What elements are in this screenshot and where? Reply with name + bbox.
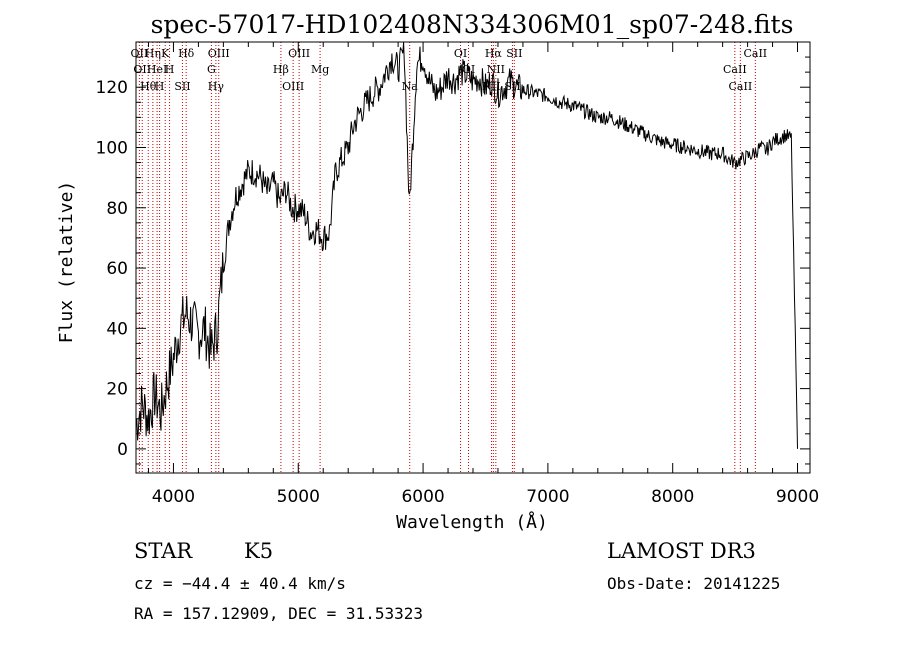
line-marker-label: H xyxy=(155,80,165,93)
line-marker-label: OI xyxy=(454,47,467,60)
observation-date: Obs-Date: 20141225 xyxy=(607,574,781,593)
line-marker-label: HeI xyxy=(147,63,167,76)
line-marker-label: Hη xyxy=(145,47,161,60)
line-marker-label: G xyxy=(207,63,216,76)
line-marker-label: OIII xyxy=(208,47,230,60)
y-tick-label: 120 xyxy=(96,78,128,98)
y-axis-ticks: 0 20 40 60 80 100 120 xyxy=(96,56,810,465)
line-marker-label: Hβ xyxy=(273,63,289,76)
coordinates: RA = 157.12909, DEC = 31.53323 xyxy=(134,604,423,623)
object-class: STAR xyxy=(134,539,193,563)
line-marker-label: Hδ xyxy=(178,47,195,60)
line-marker-label: CaII xyxy=(729,80,753,93)
line-marker-label: NII xyxy=(487,63,505,76)
plot-frame xyxy=(135,41,811,474)
line-marker-label: Hγ xyxy=(208,80,225,93)
redshift-cz: cz = −44.4 ± 40.4 km/s xyxy=(134,574,346,593)
x-axis-label: Wavelength (Å) xyxy=(396,511,548,533)
chart-title: spec-57017-HD102408N334306M01_sp07-248.f… xyxy=(151,10,794,39)
x-tick-label: 6000 xyxy=(401,487,444,507)
line-marker-label: Mg xyxy=(311,63,329,76)
line-marker-label: CaII xyxy=(743,47,767,60)
line-marker-label: OII xyxy=(133,63,151,76)
line-marker-label: OIII xyxy=(288,47,310,60)
emission-line-markers xyxy=(138,42,756,473)
y-tick-label: 20 xyxy=(106,380,128,400)
line-marker-label: SII xyxy=(174,80,190,93)
x-tick-label: 7000 xyxy=(526,487,569,507)
x-tick-label: 5000 xyxy=(277,487,320,507)
y-tick-label: 0 xyxy=(117,440,128,460)
x-tick-label: 8000 xyxy=(651,487,694,507)
line-marker-label: OII xyxy=(131,47,149,60)
object-subclass: K5 xyxy=(244,539,274,563)
line-marker-label: SII xyxy=(506,47,522,60)
y-tick-label: 40 xyxy=(106,319,128,339)
x-tick-label: 9000 xyxy=(776,487,819,507)
x-axis-ticks: 4000 5000 6000 7000 8000 9000 xyxy=(147,42,819,507)
y-tick-label: 80 xyxy=(106,199,128,219)
line-marker-label: Hα xyxy=(485,47,503,60)
y-tick-label: 60 xyxy=(106,259,128,279)
line-marker-label: Hθ xyxy=(140,80,157,93)
line-marker-label: CaII xyxy=(723,63,747,76)
line-marker-label: OIII xyxy=(282,80,304,93)
line-marker-label: H xyxy=(165,63,175,76)
line-marker-label: K xyxy=(161,47,170,60)
emission-line-labels: OIIOIIHθHηHeIHKHSIIHδGHγOIIIHβOIIIOIIIMg… xyxy=(131,47,768,93)
x-tick-label: 4000 xyxy=(152,487,195,507)
y-tick-label: 100 xyxy=(96,138,128,158)
y-axis-label: Flux (relative) xyxy=(56,181,77,344)
spectrum-line xyxy=(135,41,798,449)
survey-name: LAMOST DR3 xyxy=(607,539,756,563)
